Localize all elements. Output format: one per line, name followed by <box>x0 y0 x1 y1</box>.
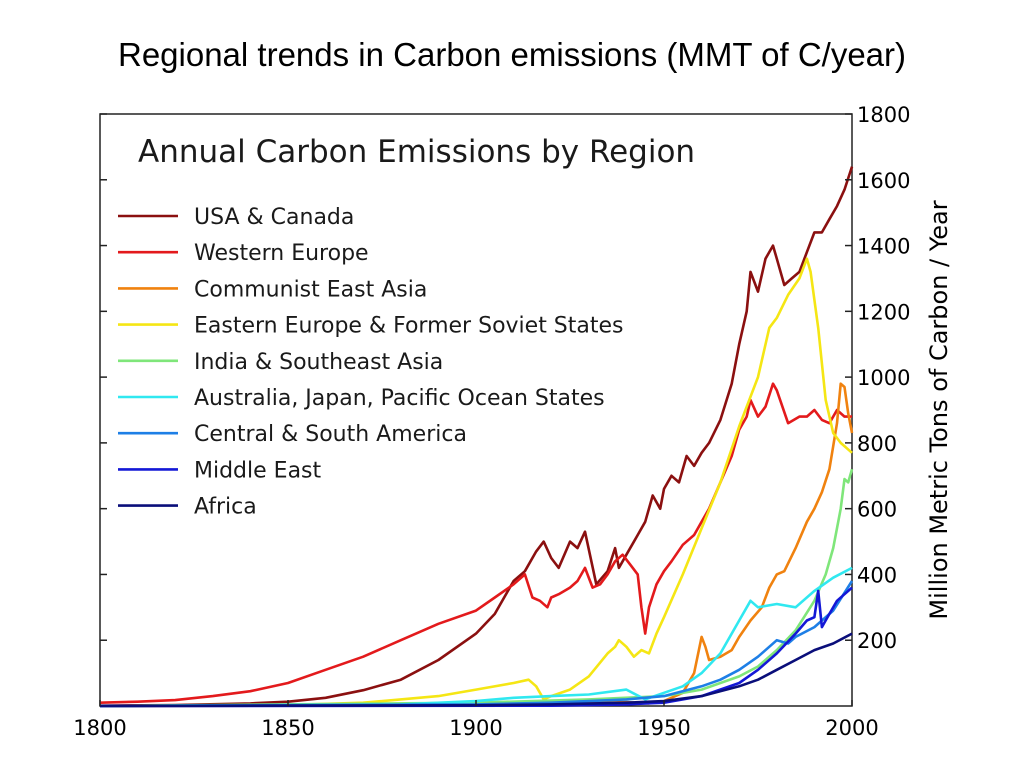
legend-label-australia-japan-pacific-ocean-states: Australia, Japan, Pacific Ocean States <box>194 386 605 411</box>
y-tick-label: 1400 <box>857 235 910 259</box>
series-layer <box>99 166 854 708</box>
legend-label-eastern-europe-former-soviet-states: Eastern Europe & Former Soviet States <box>194 314 624 339</box>
x-tick-label: 1900 <box>449 716 502 740</box>
y-axis: 200 400 600 800 1000 1200 1400 1600 1800 <box>100 103 910 653</box>
legend-label-western-europe: Western Europe <box>194 241 369 266</box>
series-line-india-southeast-asia <box>99 468 854 708</box>
legend: USA & Canada Western Europe Communist East… <box>118 205 624 520</box>
series-line-australia-japan-pacific-ocean-states <box>99 566 853 708</box>
y-tick-label: 1000 <box>857 366 910 390</box>
legend-label-usa-canada: USA & Canada <box>194 205 354 230</box>
x-tick-label: 1850 <box>261 716 314 740</box>
y-tick-label: 1800 <box>857 103 910 127</box>
series-line-africa <box>99 632 853 708</box>
y-tick-label: 1600 <box>857 169 910 193</box>
y-tick-label: 600 <box>857 498 897 522</box>
y-tick-label: 800 <box>857 432 897 456</box>
y-axis-label: Million Metric Tons of Carbon / Year <box>925 200 953 619</box>
x-tick-label: 1950 <box>637 716 690 740</box>
legend-label-middle-east: Middle East <box>194 458 322 483</box>
chart-title: Annual Carbon Emissions by Region <box>138 134 695 170</box>
series-line-usa-canada <box>99 166 854 707</box>
y-tick-label: 200 <box>857 629 897 653</box>
series-line-eastern-europe-former-soviet-states <box>99 257 853 708</box>
y-tick-label: 1200 <box>857 300 910 324</box>
y-tick-label: 400 <box>857 563 897 587</box>
series-line-central-south-america <box>99 580 854 708</box>
x-axis: 1800 1850 1900 1950 2000 <box>73 700 879 740</box>
legend-label-africa: Africa <box>194 495 257 520</box>
legend-label-central-south-america: Central & South America <box>194 422 467 447</box>
x-tick-label: 2000 <box>825 716 878 740</box>
plot-frame <box>99 113 853 707</box>
x-tick-label: 1800 <box>73 716 126 740</box>
slide-title: Regional trends in Carbon emissions (MMT… <box>117 36 907 73</box>
legend-label-india-southeast-asia: India & Southeast Asia <box>194 350 443 375</box>
legend-label-communist-east-asia: Communist East Asia <box>194 277 427 302</box>
series-line-western-europe <box>99 382 852 704</box>
series-line-middle-east <box>99 586 853 708</box>
